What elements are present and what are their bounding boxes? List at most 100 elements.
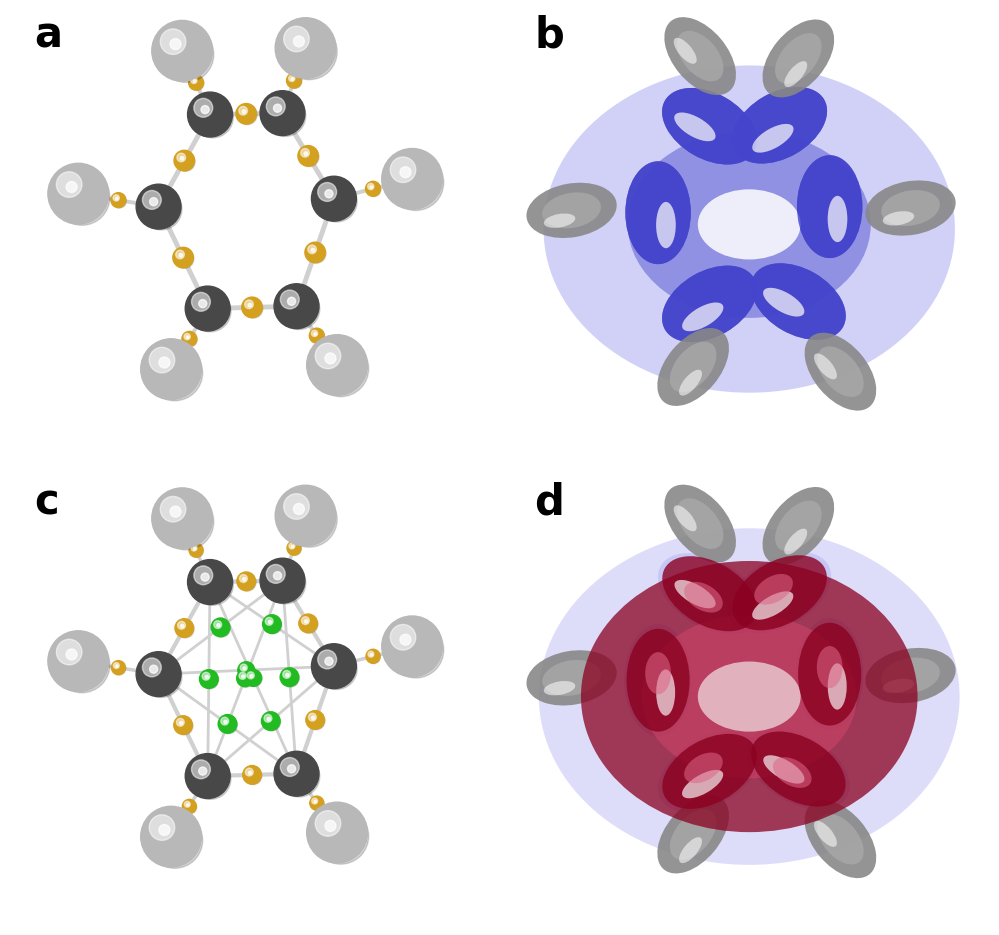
Circle shape [218, 714, 237, 733]
Circle shape [158, 494, 214, 550]
Circle shape [318, 650, 337, 669]
Circle shape [201, 573, 209, 582]
Circle shape [308, 712, 325, 729]
Circle shape [240, 664, 248, 671]
Circle shape [282, 23, 338, 79]
Circle shape [141, 806, 202, 867]
Circle shape [188, 559, 233, 605]
Ellipse shape [747, 728, 850, 810]
Circle shape [312, 716, 315, 720]
Circle shape [180, 156, 184, 160]
Circle shape [143, 191, 161, 209]
Circle shape [288, 75, 302, 89]
Circle shape [187, 336, 189, 338]
Circle shape [184, 333, 197, 347]
Circle shape [283, 670, 291, 678]
Ellipse shape [656, 669, 675, 715]
Circle shape [56, 640, 82, 665]
Circle shape [291, 78, 294, 80]
Circle shape [113, 194, 119, 201]
Circle shape [268, 621, 272, 624]
Circle shape [305, 620, 308, 623]
Circle shape [325, 820, 336, 831]
Ellipse shape [658, 554, 761, 634]
Circle shape [136, 652, 181, 697]
Circle shape [301, 149, 310, 157]
Circle shape [265, 617, 282, 634]
Ellipse shape [674, 580, 715, 609]
Circle shape [179, 253, 183, 257]
Circle shape [388, 154, 444, 210]
Circle shape [313, 340, 369, 396]
Circle shape [243, 766, 262, 784]
Circle shape [264, 714, 272, 722]
Circle shape [279, 288, 320, 329]
Ellipse shape [662, 734, 757, 809]
Circle shape [313, 808, 369, 864]
Ellipse shape [670, 809, 716, 860]
Circle shape [217, 624, 220, 627]
Circle shape [170, 38, 181, 50]
Circle shape [199, 299, 207, 308]
Ellipse shape [682, 770, 723, 798]
Circle shape [242, 675, 245, 678]
Circle shape [147, 345, 203, 401]
Ellipse shape [775, 500, 821, 552]
Circle shape [325, 190, 333, 198]
Circle shape [312, 330, 318, 337]
Ellipse shape [763, 288, 804, 317]
Circle shape [275, 18, 336, 79]
Ellipse shape [664, 484, 736, 563]
Ellipse shape [656, 202, 675, 248]
Ellipse shape [677, 498, 723, 549]
Ellipse shape [645, 652, 671, 694]
Circle shape [236, 104, 257, 124]
Circle shape [288, 297, 296, 306]
Ellipse shape [526, 650, 616, 706]
Ellipse shape [763, 755, 804, 784]
Circle shape [284, 494, 310, 519]
Ellipse shape [673, 37, 696, 64]
Circle shape [243, 667, 246, 669]
Circle shape [368, 652, 374, 657]
Circle shape [267, 565, 285, 583]
Circle shape [286, 673, 289, 677]
Circle shape [152, 21, 213, 81]
Circle shape [191, 544, 204, 557]
Circle shape [189, 543, 203, 557]
Circle shape [185, 754, 230, 798]
Ellipse shape [883, 679, 914, 693]
Circle shape [312, 798, 318, 804]
Ellipse shape [814, 821, 837, 847]
Ellipse shape [883, 211, 914, 225]
Circle shape [316, 343, 341, 368]
Text: b: b [534, 14, 564, 56]
Circle shape [298, 146, 319, 166]
Circle shape [260, 91, 305, 136]
Ellipse shape [828, 195, 847, 242]
Circle shape [287, 541, 301, 555]
Ellipse shape [763, 288, 804, 317]
Circle shape [247, 672, 255, 679]
Circle shape [178, 622, 186, 629]
Circle shape [175, 250, 194, 268]
Ellipse shape [662, 266, 757, 342]
Circle shape [302, 617, 310, 625]
Circle shape [243, 578, 246, 581]
Ellipse shape [752, 591, 793, 620]
Circle shape [325, 352, 336, 364]
Circle shape [200, 669, 218, 688]
Circle shape [245, 669, 262, 686]
Ellipse shape [627, 131, 871, 318]
Circle shape [66, 649, 77, 660]
Ellipse shape [542, 193, 601, 228]
Circle shape [382, 149, 443, 209]
Ellipse shape [581, 561, 917, 832]
Circle shape [311, 330, 325, 343]
Ellipse shape [526, 182, 616, 238]
Circle shape [237, 669, 254, 686]
Circle shape [177, 718, 184, 726]
Ellipse shape [865, 648, 956, 703]
Ellipse shape [664, 17, 736, 95]
Circle shape [246, 769, 253, 776]
